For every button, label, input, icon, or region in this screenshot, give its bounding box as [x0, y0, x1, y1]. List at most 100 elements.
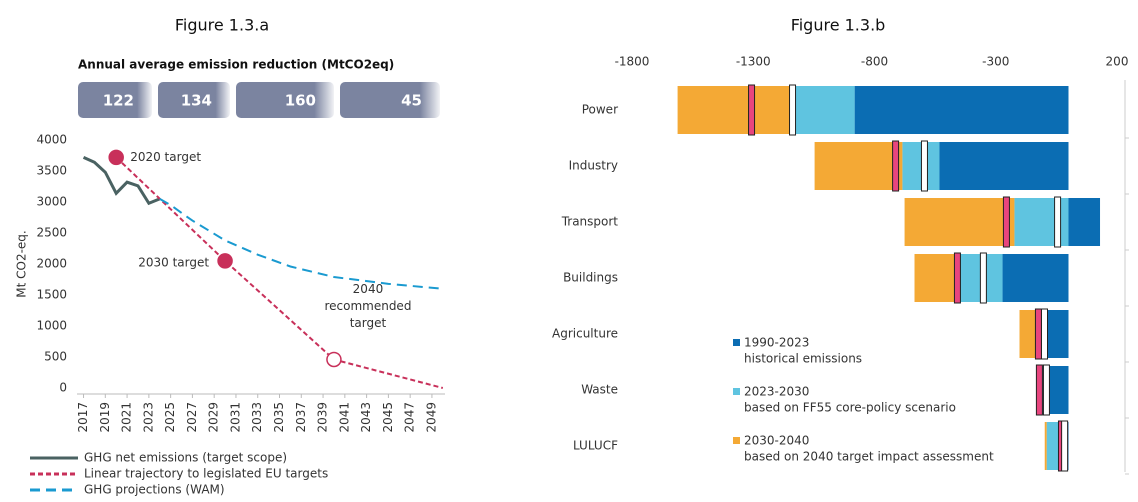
- x-tick-label: 2037: [294, 402, 308, 433]
- marker: [1040, 308, 1048, 360]
- x-tick-label: 2039: [316, 402, 330, 433]
- bar-segment: [794, 86, 855, 134]
- bar-segment: [1002, 254, 1069, 302]
- x-tick-label: -1300: [736, 55, 771, 69]
- x-tick-label: -300: [982, 55, 1009, 69]
- legend-description: based on 2040 target impact assessment: [744, 450, 994, 464]
- x-tick-label: 2023: [141, 402, 155, 433]
- x-tick-label: -800: [861, 55, 888, 69]
- annotation: target: [350, 316, 387, 330]
- bar-segment: [939, 142, 1069, 190]
- x-tick-label: 2045: [381, 402, 395, 433]
- y-tick-label: 0: [59, 381, 67, 395]
- y-tick-label: 3500: [36, 164, 67, 178]
- annotation: recommended: [324, 299, 411, 313]
- reduction-value: 160: [285, 92, 316, 110]
- y-tick-label: 500: [44, 350, 67, 364]
- x-tick-label: 2027: [185, 402, 199, 433]
- reduction-box: [340, 82, 440, 118]
- bar-segment: [1049, 366, 1069, 414]
- x-tick-label: 2019: [98, 402, 112, 433]
- legend-swatch: [733, 388, 740, 395]
- bar-segment: [1046, 422, 1059, 470]
- y-tick-label: 2000: [36, 257, 67, 271]
- reduction-value: 122: [103, 92, 134, 110]
- x-tick-label: 2035: [272, 402, 286, 433]
- marker: [748, 84, 756, 136]
- target-marker: [217, 253, 233, 269]
- figure-title: Figure 1.3.b: [791, 16, 886, 35]
- x-tick-label: -1800: [615, 55, 650, 69]
- reduction-value: 134: [181, 92, 212, 110]
- category-label: LULUCF: [573, 439, 618, 453]
- x-tick-label: 2021: [120, 402, 134, 433]
- x-tick-label: 2017: [76, 402, 90, 433]
- legend-label: Linear trajectory to legislated EU targe…: [84, 467, 328, 481]
- target-marker: [108, 149, 124, 166]
- bar-segment: [1019, 310, 1040, 358]
- category-label: Buildings: [563, 271, 618, 285]
- bar-segment: [1044, 422, 1047, 470]
- x-tick-label: 2049: [424, 402, 438, 433]
- bar-segment: [914, 254, 960, 302]
- legend-swatch: [733, 437, 740, 444]
- legend-label: 1990-2023: [744, 336, 809, 350]
- legend-label: GHG projections (WAM): [84, 483, 225, 497]
- bar-segment: [1046, 310, 1069, 358]
- series-line: [115, 156, 444, 389]
- legend-label: 2023-2030: [744, 385, 809, 399]
- x-tick-label: 2029: [207, 402, 221, 433]
- category-label: Agriculture: [552, 327, 618, 341]
- series-line: [159, 198, 443, 290]
- x-tick-label: 2025: [163, 402, 177, 433]
- series-line: [82, 155, 161, 206]
- reduction-box: [78, 82, 152, 118]
- marker: [920, 140, 928, 192]
- marker: [979, 252, 987, 304]
- x-tick-label: 2041: [337, 402, 351, 433]
- category-label: Transport: [561, 215, 619, 229]
- marker: [789, 84, 797, 136]
- bar-segment: [814, 142, 903, 190]
- y-tick-label: 2500: [36, 226, 67, 240]
- target-marker: [326, 351, 342, 368]
- x-tick-label: 2043: [359, 402, 373, 433]
- reduction-title: Annual average emission reduction (MtCO2…: [78, 58, 394, 72]
- y-tick-label: 4000: [36, 133, 67, 147]
- figure-title: Figure 1.3.a: [175, 16, 269, 35]
- category-label: Power: [582, 103, 618, 117]
- bar-segment: [902, 142, 940, 190]
- legend-description: based on FF55 core-policy scenario: [744, 401, 956, 415]
- marker: [1054, 196, 1062, 248]
- x-tick-label: 200: [1106, 55, 1129, 69]
- bar-segment: [854, 86, 1069, 134]
- reduction-box: [236, 82, 334, 118]
- x-tick-label: 2047: [403, 402, 417, 433]
- x-tick-label: 2031: [228, 402, 242, 433]
- bar-segment: [1068, 198, 1101, 246]
- bar-segment: [677, 86, 795, 134]
- reduction-box: [158, 82, 230, 118]
- reduction-value: 45: [401, 92, 422, 110]
- legend-label: GHG net emissions (target scope): [84, 451, 287, 465]
- marker: [1035, 364, 1043, 416]
- marker: [953, 252, 961, 304]
- y-tick-label: 1500: [36, 288, 67, 302]
- annotation: 2040: [353, 282, 384, 296]
- marker: [1061, 420, 1069, 472]
- marker: [1042, 364, 1050, 416]
- category-label: Industry: [569, 159, 618, 173]
- y-tick-label: 3000: [36, 195, 67, 209]
- y-tick-label: 1000: [36, 319, 67, 333]
- marker: [1002, 196, 1010, 248]
- y-axis-label: Mt CO2-eq.: [15, 230, 29, 297]
- bar-segment: [904, 198, 1015, 246]
- category-label: Waste: [581, 383, 618, 397]
- x-tick-label: 2033: [250, 402, 264, 433]
- legend-label: 2030-2040: [744, 434, 809, 448]
- marker: [1034, 308, 1042, 360]
- annotation: 2020 target: [130, 150, 201, 164]
- legend-swatch: [733, 339, 740, 346]
- marker: [892, 140, 900, 192]
